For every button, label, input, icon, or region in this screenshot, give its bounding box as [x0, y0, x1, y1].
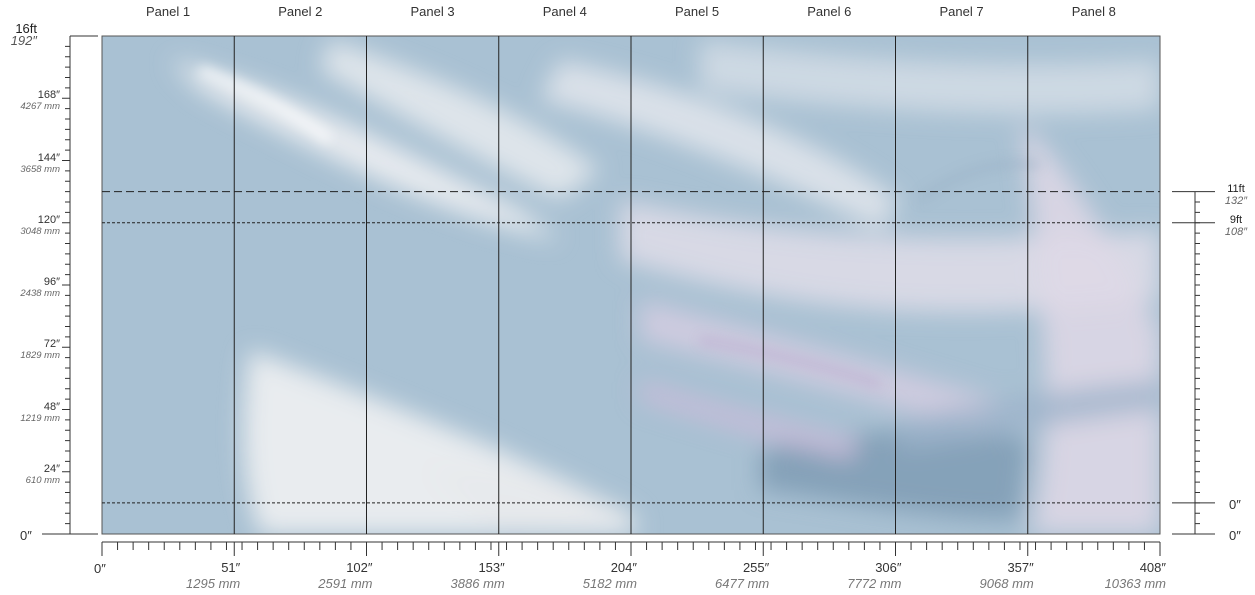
left-ruler-label-mm: 3048 mm	[20, 225, 60, 237]
panel-label: Panel 7	[939, 4, 984, 19]
right-ruler-top-label: 11ft 132″	[1221, 183, 1251, 207]
right-ruler-mid-label: 9ft 108″	[1221, 214, 1251, 238]
bottom-ruler-label-mm: 9068 mm	[979, 576, 1034, 591]
left-ruler-label: 48″ 1219 mm	[0, 401, 60, 425]
panel-label: Panel 2	[278, 4, 323, 19]
left-ruler-label-in: 120″	[37, 213, 60, 226]
left-ruler-top-label: 16ft 192″	[0, 21, 37, 48]
left-ruler-label-in: 168″	[37, 89, 60, 102]
panel-label: Panel 4	[542, 4, 587, 19]
left-ruler-label: 120″ 3048 mm	[0, 214, 60, 238]
right-ruler-base-upper: 0″	[1229, 497, 1241, 512]
left-ruler-top-in: 192″	[10, 33, 37, 48]
bottom-ruler-label-mm: 10363 mm	[1104, 576, 1166, 591]
bottom-ruler-label: 204″ 5182 mm	[547, 560, 637, 592]
left-ruler-label-mm: 2438 mm	[20, 288, 60, 299]
left-ruler-top-ft: 16ft	[15, 21, 37, 36]
bottom-ruler-label-in: 255″	[742, 560, 770, 575]
left-ruler-label-mm: 4267 mm	[20, 101, 60, 113]
left-ruler-label-mm: 3658 mm	[20, 163, 60, 175]
left-ruler-label-in: 72″	[43, 338, 60, 351]
left-ruler-label-mm: 1219 mm	[20, 412, 60, 424]
left-ruler-label: 24″ 610 mm	[0, 463, 60, 487]
bottom-ruler-label: 153″ 3886 mm	[415, 560, 505, 592]
bottom-ruler-label-mm: 5182 mm	[582, 576, 637, 591]
bottom-ruler-label-mm: 2591 mm	[318, 576, 373, 591]
bottom-ruler-label: 102″ 2591 mm	[283, 560, 373, 592]
bottom-ruler-label: 357″ 9068 mm	[944, 560, 1034, 592]
bottom-ruler-label: 306″ 7772 mm	[812, 560, 902, 592]
panel-label: Panel 3	[410, 4, 455, 19]
bottom-ruler-label-in: 153″	[478, 560, 505, 575]
right-ruler-mid-ft: 9ft	[1229, 214, 1243, 226]
bottom-ruler-label: 255″ 6477 mm	[679, 560, 769, 592]
bottom-ruler-zero: 0″	[94, 561, 106, 576]
right-ruler-top-in: 132″	[1224, 195, 1248, 207]
right-ruler-top-ft: 11ft	[1227, 183, 1245, 195]
left-ruler-label-mm: 1829 mm	[20, 350, 60, 362]
panel-label: Panel 6	[807, 4, 852, 19]
left-ruler-label-in: 96″	[43, 276, 60, 288]
panel-label: Panel 8	[1071, 4, 1116, 19]
bottom-ruler-label: 51″ 1295 mm	[150, 560, 240, 592]
bottom-ruler-label-in: 408″	[1139, 560, 1166, 575]
right-ruler-base-lower: 0″	[1229, 528, 1241, 543]
bottom-ruler-label-mm: 1295 mm	[186, 576, 241, 591]
left-ruler-label-in: 48″	[43, 400, 60, 413]
left-ruler-label: 168″ 4267 mm	[0, 89, 60, 113]
left-ruler-label-in: 144″	[37, 151, 60, 164]
bottom-ruler-label-in: 357″	[1007, 560, 1034, 575]
left-ruler-label-mm: 610 mm	[25, 474, 60, 486]
bottom-ruler-label-in: 204″	[610, 560, 637, 575]
left-ruler-zero: 0″	[20, 528, 32, 543]
bottom-ruler-label-mm: 6477 mm	[715, 576, 770, 591]
bottom-ruler-label-in: 102″	[346, 560, 373, 575]
right-ruler-mid-in: 108″	[1224, 226, 1248, 238]
bottom-ruler-label-in: 51″	[221, 560, 241, 575]
bottom-ruler-label: 408″ 10363 mm	[1076, 560, 1166, 592]
bottom-ruler-label-mm: 3886 mm	[450, 576, 505, 591]
bottom-ruler-label-in: 306″	[875, 560, 902, 575]
left-ruler-label: 96″ 2438 mm	[0, 276, 60, 300]
left-ruler-label: 72″ 1829 mm	[0, 338, 60, 362]
bottom-ruler-label-mm: 7772 mm	[847, 576, 902, 591]
panel-label: Panel 1	[145, 4, 191, 19]
panel-label: Panel 5	[674, 4, 720, 19]
left-ruler-label: 144″ 3658 mm	[0, 152, 60, 176]
left-ruler-label-in: 24″	[43, 462, 60, 475]
